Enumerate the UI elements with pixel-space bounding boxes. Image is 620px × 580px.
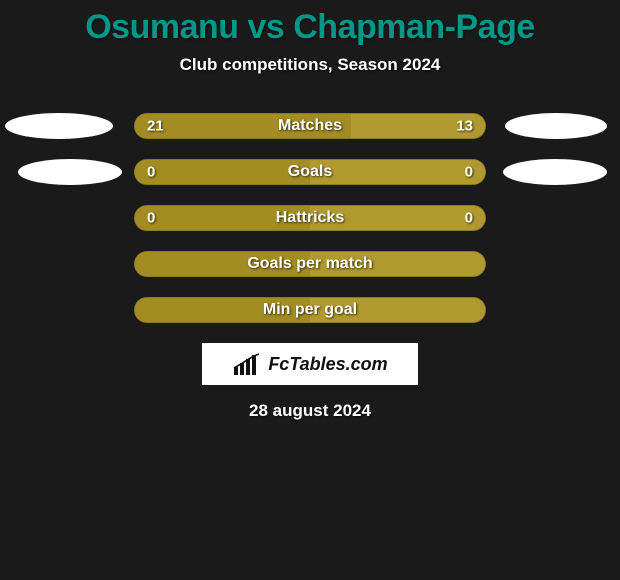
bar-left-fill [135,298,310,322]
fctables-badge[interactable]: FcTables.com [202,343,418,385]
stat-row: 00Hattricks [0,205,620,231]
bar-left-fill [135,252,310,276]
ellipse-right [505,113,607,139]
stat-row: 2113Matches [0,113,620,139]
stat-bar: Min per goal [134,297,486,323]
ellipse-left [18,159,122,185]
badge-text: FcTables.com [268,354,387,375]
stat-bar: 2113Matches [134,113,486,139]
stats-card: Osumanu vs Chapman-Page Club competition… [0,0,620,421]
bar-right-fill [310,160,485,184]
bar-left-fill [135,160,310,184]
ellipse-right [503,159,607,185]
stat-row: Min per goal [0,297,620,323]
bar-right-fill [310,298,485,322]
bar-left-fill [135,206,310,230]
page-title: Osumanu vs Chapman-Page [0,8,620,47]
ellipse-left [5,113,113,139]
barchart-icon [232,353,262,375]
subtitle: Club competitions, Season 2024 [0,55,620,75]
stat-row: Goals per match [0,251,620,277]
stat-bar: 00Hattricks [134,205,486,231]
stat-bar: 00Goals [134,159,486,185]
date-label: 28 august 2024 [0,401,620,421]
bar-right-fill [310,206,485,230]
bar-right-fill [351,114,485,138]
bar-left-fill [135,114,351,138]
bar-right-fill [310,252,485,276]
stat-bar: Goals per match [134,251,486,277]
stat-rows: 2113Matches 00Goals 00Hattricks Goals per m… [0,113,620,323]
stat-row: 00Goals [0,159,620,185]
